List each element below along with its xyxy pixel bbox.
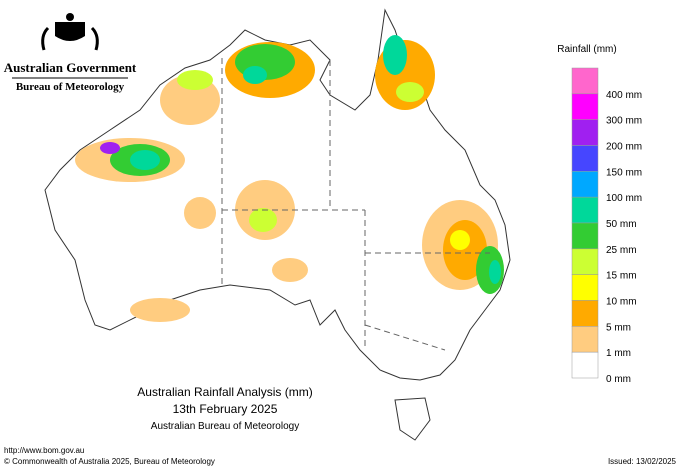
legend-swatch (571, 93, 599, 120)
legend-label: 400 mm (606, 90, 642, 101)
legend: 400 mm 300 mm 200 mm 150 mm 100 mm 50 mm 25 mm… (571, 67, 642, 385)
legend-label: 25 mm (606, 245, 637, 256)
map-title: Australian Rainfall Analysis (mm) (137, 385, 312, 399)
state-borders (221, 58, 490, 351)
legend-label: 10 mm (606, 297, 637, 308)
legend-label: 100 mm (606, 193, 642, 204)
agency-name: Bureau of Meteorology (16, 81, 125, 93)
legend-swatch (571, 351, 599, 379)
legend-label: 0 mm (606, 374, 631, 385)
legend-label: 150 mm (606, 167, 642, 178)
legend-label: 15 mm (606, 271, 637, 282)
legend-swatch (571, 171, 599, 198)
legend-swatch (571, 222, 599, 250)
footer-copyright: © Commonwealth of Australia 2025, Bureau… (4, 457, 215, 466)
rain-areas (75, 35, 504, 322)
legend-label: 300 mm (606, 116, 642, 127)
legend-swatch (571, 248, 599, 275)
legend-swatch (571, 196, 599, 224)
legend-swatch (571, 326, 599, 353)
legend-swatch (571, 274, 599, 301)
map-source: Australian Bureau of Meteorology (151, 421, 299, 432)
footer-issued: Issued: 13/02/2025 (608, 457, 677, 466)
footer-url: http://www.bom.gov.au (4, 446, 84, 455)
legend-title: Rainfall (mm) (557, 44, 616, 55)
legend-swatch (571, 67, 599, 95)
legend-swatch (571, 300, 599, 327)
government-name: Australian Government (4, 60, 137, 75)
map-date: 13th February 2025 (173, 402, 278, 416)
legend-swatch (571, 119, 599, 146)
legend-label: 50 mm (606, 219, 637, 230)
legend-label: 200 mm (606, 142, 642, 153)
emblem (41, 13, 99, 51)
legend-label: 1 mm (606, 348, 631, 359)
legend-swatch (571, 145, 599, 172)
legend-label: 5 mm (606, 322, 631, 333)
